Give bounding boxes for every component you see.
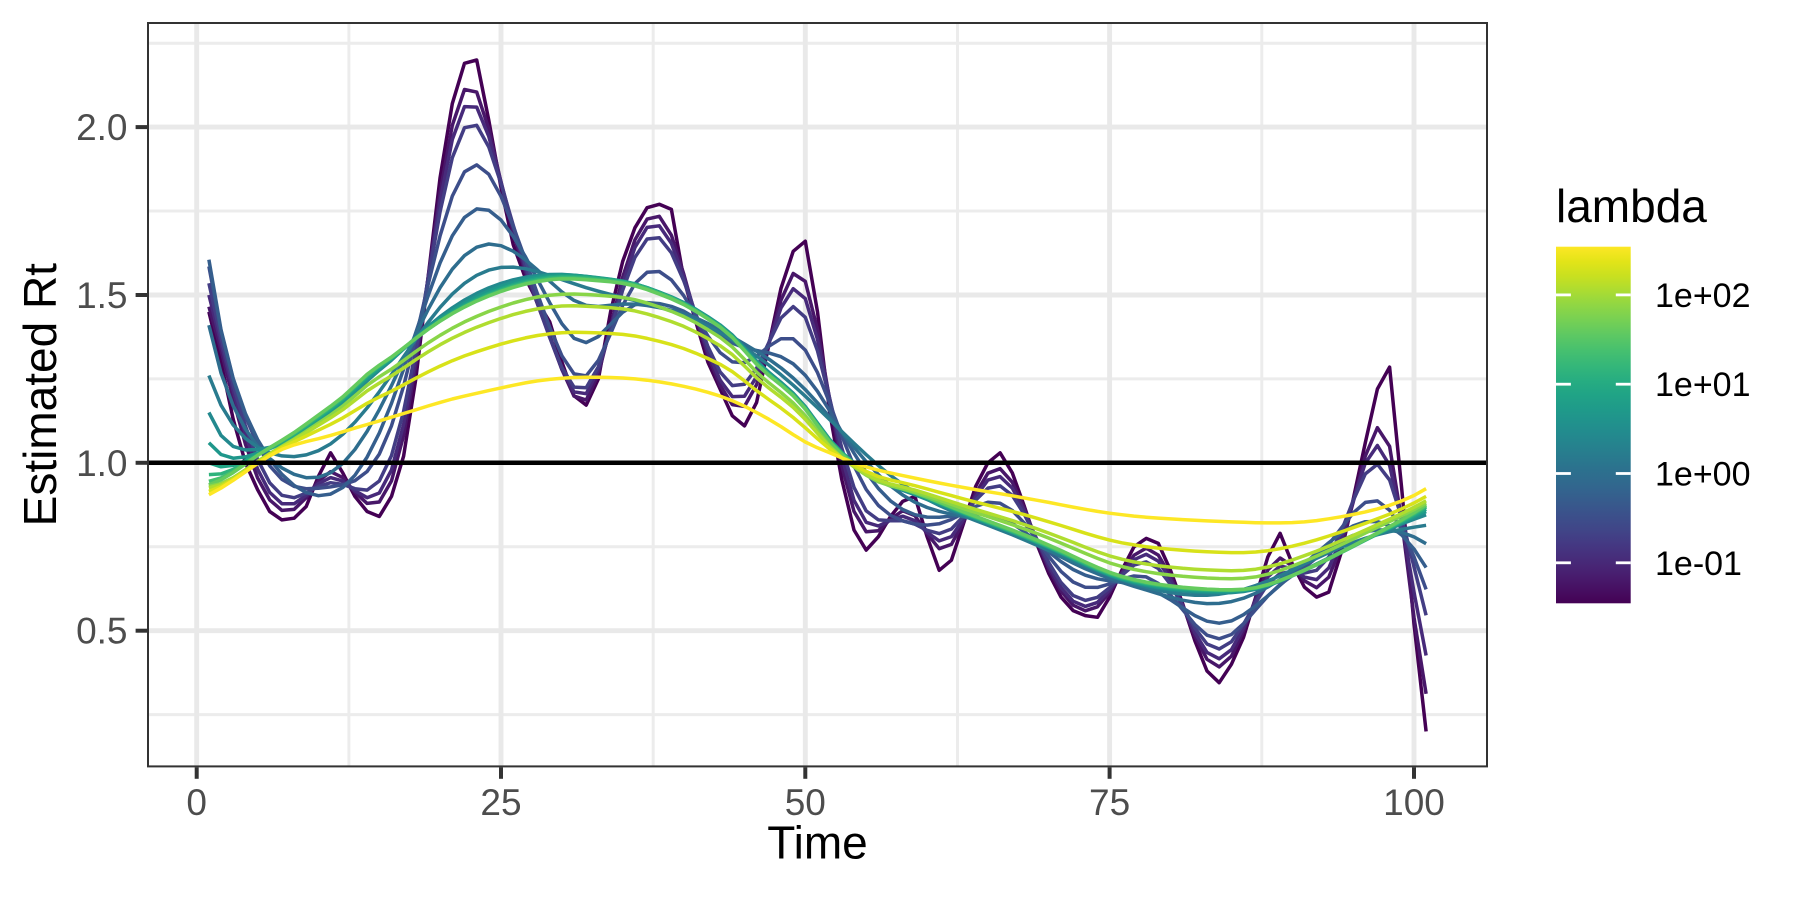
svg-text:1.5: 1.5 xyxy=(76,275,127,316)
svg-text:1e+01: 1e+01 xyxy=(1655,366,1751,404)
svg-text:1e+00: 1e+00 xyxy=(1655,456,1751,494)
svg-text:50: 50 xyxy=(785,782,826,823)
svg-text:0: 0 xyxy=(186,782,207,823)
svg-text:Time: Time xyxy=(767,817,868,869)
svg-text:0.5: 0.5 xyxy=(76,611,127,652)
svg-text:25: 25 xyxy=(480,782,521,823)
svg-text:1e+02: 1e+02 xyxy=(1655,277,1751,315)
svg-text:100: 100 xyxy=(1383,782,1445,823)
svg-text:Estimated Rt: Estimated Rt xyxy=(14,263,66,527)
svg-text:1e-01: 1e-01 xyxy=(1655,545,1742,583)
svg-text:2.0: 2.0 xyxy=(76,107,127,148)
svg-text:75: 75 xyxy=(1089,782,1130,823)
svg-text:1.0: 1.0 xyxy=(76,443,127,484)
svg-text:lambda: lambda xyxy=(1556,180,1707,232)
